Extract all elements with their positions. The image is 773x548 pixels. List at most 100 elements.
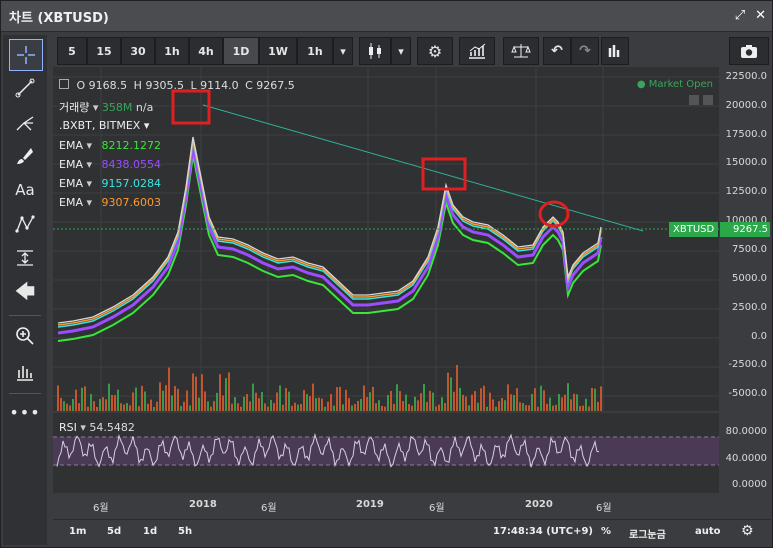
price-tick: 20000.0 (725, 100, 767, 111)
index-legend[interactable]: .BXBT, BITMEX ▾ (59, 119, 150, 132)
volume-bar (510, 394, 512, 411)
volume-bar (240, 406, 242, 411)
volume-bar (57, 385, 59, 411)
candlestick-icon[interactable] (359, 37, 391, 65)
volume-bar (588, 406, 590, 411)
title-bar: 차트 (XBTUSD) ⤢ ✕ (1, 1, 772, 32)
log-scale-toggle[interactable]: 로그눈금 (629, 530, 666, 541)
time-tick: 6월 (596, 503, 612, 514)
volume-bar (507, 384, 509, 411)
pattern-tool-icon[interactable] (9, 209, 41, 239)
back-arrow-icon[interactable]: 🡄 (14, 279, 36, 303)
compare-scale-icon[interactable] (503, 37, 539, 65)
interval-1w-button[interactable]: 1W (259, 37, 297, 65)
arrow-down-icon[interactable] (689, 95, 699, 105)
volume-bar (159, 382, 161, 411)
auto-scale-toggle[interactable]: auto (695, 526, 721, 537)
interval-1h-button[interactable]: 1h (155, 37, 189, 65)
rsi-legend[interactable]: RSI ▾ 54.5482 (59, 421, 135, 434)
volume-bar (183, 401, 185, 411)
volume-legend[interactable]: 거래량 ▾ 358M n/a (59, 101, 154, 114)
range-1m-button[interactable]: 1m (69, 526, 87, 537)
volume-bar (297, 404, 299, 411)
pitchfork-tool-icon[interactable] (9, 107, 41, 137)
volume-bar (288, 391, 290, 411)
collapse-legend-icon[interactable] (59, 79, 69, 89)
volume-bar (399, 391, 401, 411)
volume-bar (594, 388, 596, 411)
more-options-icon[interactable]: ••• (9, 402, 41, 422)
volume-bar (75, 389, 77, 411)
volume-bar (150, 399, 152, 411)
volume-bar (579, 406, 581, 411)
ema-legend-3[interactable]: EMA ▾ 9157.0284 (59, 177, 161, 190)
interval-30-button[interactable]: 30 (121, 37, 155, 65)
volume-bar (192, 373, 194, 411)
volume-bar (300, 403, 302, 411)
expand-icon[interactable]: ⤢ (734, 8, 746, 23)
volume-bar (600, 386, 602, 411)
layout-bars-icon[interactable] (601, 37, 629, 65)
indicator-tool-icon[interactable] (9, 357, 41, 387)
chart-type-dropdown-icon[interactable]: ▾ (391, 37, 411, 65)
trendline-tool-icon[interactable] (9, 73, 41, 103)
volume-bar (321, 398, 323, 411)
volume-bar (138, 406, 140, 411)
camera-icon[interactable] (729, 37, 769, 65)
price-chart[interactable]: O 9168.5 H 9305.5 L 9114.0 C 9267.5 ● Ma… (53, 67, 719, 411)
indicators-icon[interactable] (459, 37, 495, 65)
interval-1d-button[interactable]: 1D (223, 37, 259, 65)
brush-tool-icon[interactable] (9, 141, 41, 171)
volume-bar (108, 383, 110, 411)
volume-bar (207, 401, 209, 411)
volume-bar (381, 405, 383, 411)
volume-bar (276, 392, 278, 411)
volume-bar (366, 397, 368, 411)
price-tick: 15000.0 (725, 157, 767, 168)
undo-icon[interactable]: ↶ (543, 37, 571, 65)
settings-gear-icon[interactable]: ⚙ (417, 37, 453, 65)
ema-legend-4[interactable]: EMA ▾ 9307.6003 (59, 196, 161, 209)
time-axis[interactable]: 6월 2018 6월 2019 6월 2020 6월 (53, 493, 771, 517)
volume-bar (540, 385, 542, 411)
range-1d-button[interactable]: 1d (143, 526, 158, 537)
interval-5-button[interactable]: 5 (57, 37, 87, 65)
settings-icon[interactable]: ⚙ (741, 523, 754, 539)
symbol-price-tag: XBTUSD (669, 222, 719, 237)
interval-15-button[interactable]: 15 (87, 37, 121, 65)
volume-bar (357, 400, 359, 411)
range-5h-button[interactable]: 5h (178, 526, 193, 537)
price-tick: 17500.0 (725, 129, 767, 140)
interval-4h-button[interactable]: 4h (189, 37, 223, 65)
volume-bar (225, 378, 227, 411)
volume-bar (132, 392, 134, 411)
market-status: ● Market Open (636, 79, 713, 90)
ema-legend-1[interactable]: EMA ▾ 8212.1272 (59, 139, 161, 152)
text-tool-icon[interactable]: Aa (15, 181, 35, 199)
ema-legend-2[interactable]: EMA ▾ 8438.0554 (59, 158, 161, 171)
redo-icon[interactable]: ↷ (571, 37, 599, 65)
percent-toggle[interactable]: % (601, 526, 612, 537)
volume-bar (162, 390, 164, 411)
volume-bar (576, 394, 578, 411)
volume-bar (465, 396, 467, 411)
price-line (57, 136, 602, 324)
range-5d-button[interactable]: 5d (107, 526, 122, 537)
crosshair-tool-icon[interactable] (9, 39, 43, 71)
volume-bar (516, 388, 518, 411)
volume-bar (360, 398, 362, 411)
volume-bar (273, 403, 275, 411)
volume-bar (483, 385, 485, 411)
rsi-pane[interactable]: RSI ▾ 54.5482 (53, 413, 719, 493)
custom-interval-button[interactable]: 1h (297, 37, 333, 65)
price-tick: 12500.0 (725, 186, 767, 197)
arrow-up-icon[interactable] (703, 95, 713, 105)
volume-bar (78, 403, 80, 411)
interval-dropdown-icon[interactable]: ▾ (333, 37, 353, 65)
measure-tool-icon[interactable] (9, 243, 41, 273)
time-tick: 2018 (189, 499, 217, 510)
zoom-icon[interactable] (9, 321, 41, 351)
price-axis[interactable]: 22500.0 20000.0 17500.0 15000.0 12500.0 … (719, 67, 771, 497)
volume-bar (222, 395, 224, 411)
close-icon[interactable]: ✕ (755, 8, 766, 23)
